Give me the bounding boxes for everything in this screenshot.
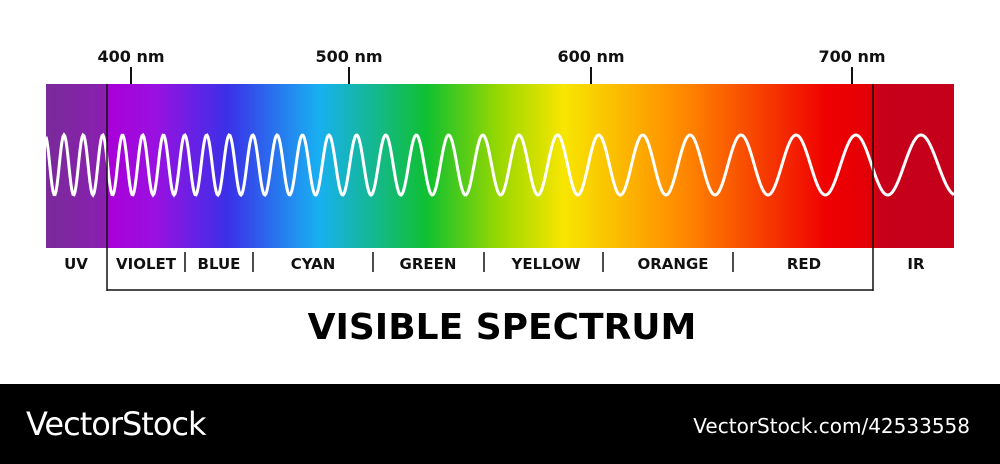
tick-marks <box>130 67 853 84</box>
band-label: CYAN <box>291 255 336 273</box>
band-label: ORANGE <box>637 255 708 273</box>
footer-band <box>0 384 1000 464</box>
image-id: VectorStock.com/42533558 <box>693 414 970 438</box>
wave <box>44 132 955 198</box>
title: VISIBLE SPECTRUM <box>308 307 697 348</box>
tick-label: 500 nm <box>315 47 382 66</box>
band-label: UV <box>64 255 88 273</box>
band-label: RED <box>787 255 821 273</box>
band-label: VIOLET <box>116 255 177 273</box>
tick-label: 700 nm <box>818 47 885 66</box>
band-label: YELLOW <box>511 255 581 273</box>
band-label: BLUE <box>198 255 241 273</box>
band-label: GREEN <box>400 255 457 273</box>
tick-label: 400 nm <box>97 47 164 66</box>
brand: VectorStock <box>26 405 207 443</box>
spectrum-bar <box>46 84 954 248</box>
bracket <box>106 84 874 291</box>
tick-label: 600 nm <box>557 47 624 66</box>
band-label: IR <box>907 255 925 273</box>
